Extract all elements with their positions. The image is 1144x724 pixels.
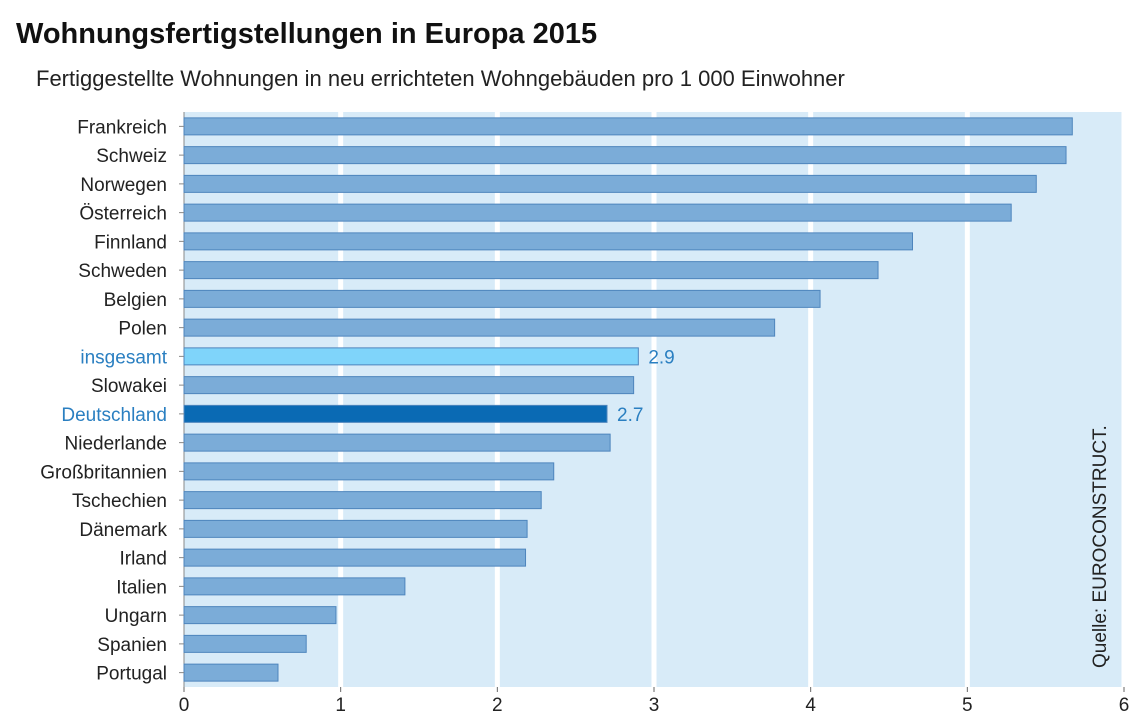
- x-tick-label: 4: [805, 695, 816, 716]
- x-tick-label: 0: [179, 695, 190, 716]
- bar: [183, 433, 611, 452]
- bar: [183, 462, 555, 481]
- bar: [183, 606, 337, 625]
- chart-subtitle: Fertiggestellte Wohnungen in neu erricht…: [36, 66, 845, 91]
- x-tick-label: 1: [335, 695, 346, 716]
- bar: [183, 174, 1037, 193]
- bar: [183, 347, 639, 366]
- category-label: Ungarn: [105, 606, 167, 627]
- category-label: Tschechien: [72, 491, 167, 512]
- x-tick-label: 2: [492, 695, 503, 716]
- bar: [183, 376, 635, 395]
- category-label: Deutschland: [61, 405, 167, 426]
- category-label: Spanien: [97, 635, 167, 656]
- category-label: Schweiz: [96, 146, 167, 167]
- x-tick-label: 5: [962, 695, 973, 716]
- bar: [183, 318, 776, 337]
- category-label: Schweden: [78, 261, 167, 282]
- chart-title: Wohnungsfertigstellungen in Europa 2015: [16, 18, 598, 50]
- bar: [183, 203, 1012, 222]
- category-label: Belgien: [104, 290, 167, 311]
- category-label: Portugal: [96, 664, 167, 685]
- category-label: Niederlande: [65, 434, 167, 455]
- category-label: Slowakei: [91, 376, 167, 397]
- bar: [183, 404, 608, 423]
- x-tick-label: 6: [1119, 695, 1130, 716]
- category-label: Polen: [118, 319, 167, 340]
- category-label: Norwegen: [80, 175, 167, 196]
- category-label: Finnland: [94, 232, 167, 253]
- category-label: Frankreich: [77, 117, 167, 138]
- data-label: 2.9: [648, 347, 674, 368]
- bar: [183, 289, 821, 308]
- category-label: Österreich: [79, 204, 167, 225]
- x-tick-label: 3: [649, 695, 660, 716]
- bar: [183, 519, 528, 538]
- bar: [183, 261, 879, 280]
- category-label: Großbritannien: [40, 462, 167, 483]
- bar: [183, 117, 1073, 136]
- bar: [183, 232, 913, 251]
- source-label: Quelle: EUROCONSTRUCT.: [1090, 425, 1111, 668]
- bar: [183, 491, 542, 510]
- category-label: insgesamt: [80, 347, 167, 368]
- bar: [183, 663, 279, 682]
- bar: [183, 634, 307, 653]
- category-label: Italien: [116, 577, 167, 598]
- bar: [183, 146, 1067, 165]
- category-label: Dänemark: [79, 520, 167, 541]
- data-label: 2.7: [617, 405, 643, 426]
- bar: [183, 577, 406, 596]
- bar: [183, 548, 527, 567]
- category-label: Irland: [119, 549, 167, 570]
